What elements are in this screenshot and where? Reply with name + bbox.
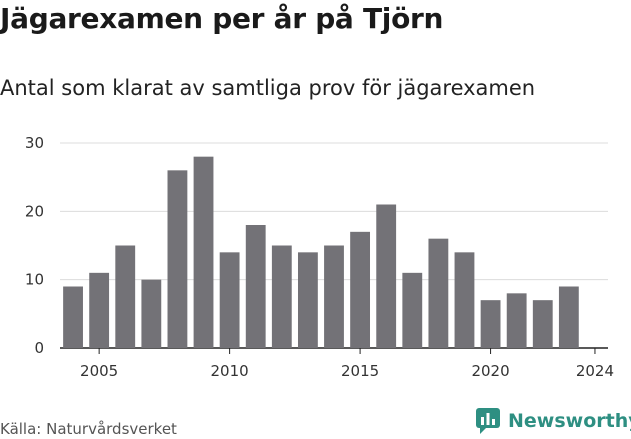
bar [376, 204, 397, 348]
brand-name: Newsworthy [508, 410, 631, 432]
bar [532, 300, 553, 348]
bar [63, 286, 83, 348]
bar [271, 245, 292, 348]
bar [115, 245, 136, 348]
bar [193, 156, 214, 348]
y-tick-label: 20 [25, 202, 44, 220]
bar-chart-logo-icon [476, 408, 500, 434]
bar [350, 231, 371, 348]
bar [219, 252, 240, 348]
bar [297, 252, 318, 348]
chart-title: Jägarexamen per år på Tjörn [0, 2, 444, 35]
bar [480, 300, 501, 348]
bar [428, 238, 449, 348]
data-label: 9 [590, 128, 600, 132]
bar [324, 245, 344, 348]
x-tick-label: 2020 [471, 362, 509, 380]
y-tick-label: 10 [25, 271, 44, 289]
x-tick-label: 2015 [341, 362, 379, 380]
bar [558, 286, 579, 348]
bar [402, 272, 423, 348]
y-tick-label: 30 [25, 134, 44, 152]
chart-subtitle: Antal som klarat av samtliga prov för jä… [0, 76, 536, 100]
source-note: Källa: Naturvårdsverket [0, 420, 177, 438]
bar [506, 293, 527, 348]
bar-chart: 0 10 20 30 2005 2010 2015 2020 2024 9 [25, 128, 614, 380]
bar [141, 279, 162, 348]
brand-logo[interactable]: Newsworthy [476, 408, 631, 434]
bar [245, 225, 266, 348]
bar [167, 170, 188, 348]
x-tick-label: 2005 [80, 362, 118, 380]
x-tick-label: 2024 [576, 362, 614, 380]
bar [454, 252, 475, 348]
x-tick-label: 2010 [211, 362, 249, 380]
bar [89, 272, 110, 348]
y-tick-label: 0 [34, 339, 44, 357]
